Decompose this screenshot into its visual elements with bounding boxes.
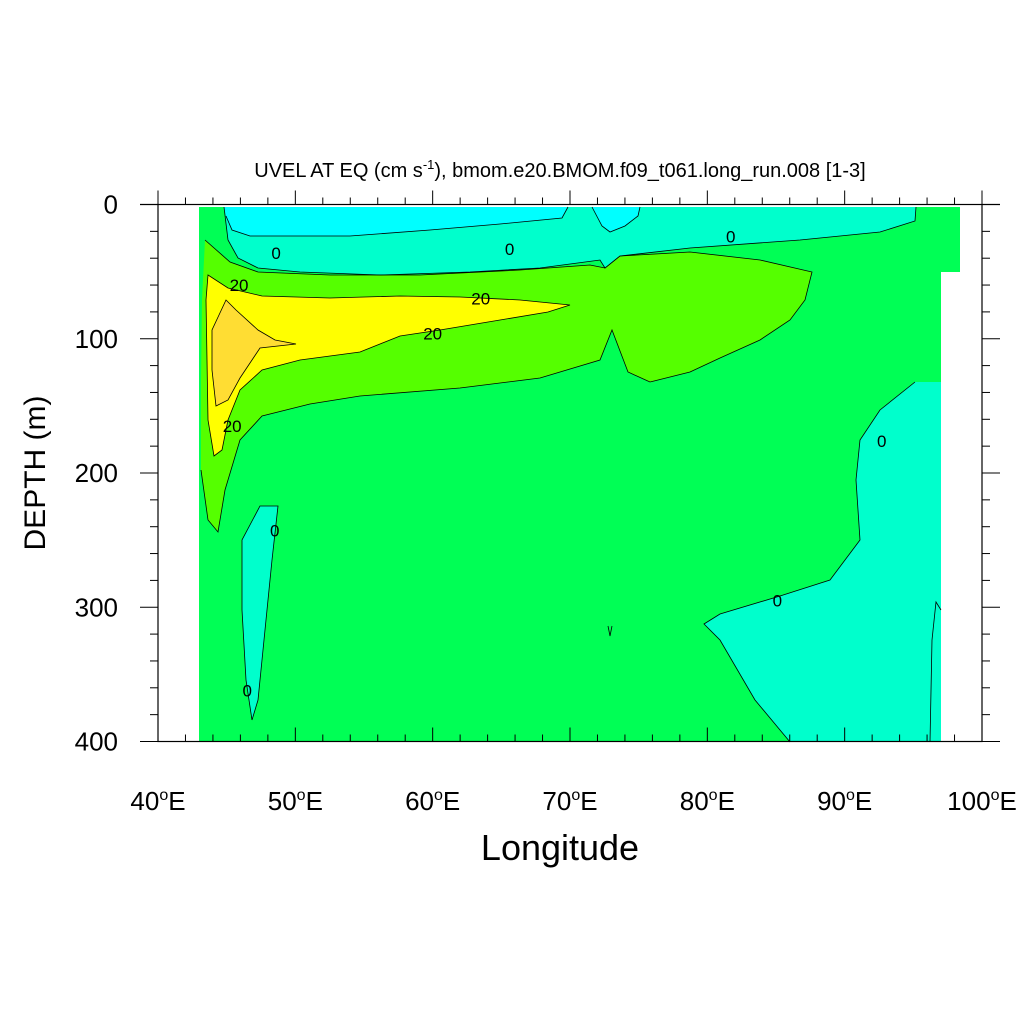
white-mask-left [158,205,198,742]
contour-line-top-minus10-right [591,206,641,233]
fill-minus10-to-0-east [704,382,941,742]
x-axis-ticks: 40oE 50oE 60oE 70oE 80oE 90oE 100oE [130,190,1017,816]
contour-label: 20 [471,289,490,308]
x-tick-label: 40oE [130,786,185,816]
contour-label: 0 [270,522,279,541]
y-tick-label: 300 [75,592,118,622]
y-tick-label: 100 [75,324,118,354]
contour-label: 20 [423,324,442,343]
x-tick-label: 100oE [947,786,1017,816]
x-tick-label: 70oE [542,786,597,816]
fill-below-minus10-top [224,207,568,236]
white-mask-right [961,205,982,742]
contour-line-top-0 [223,206,917,276]
contour-label: 20 [223,417,242,436]
fill-minus10-to-0-west [242,506,278,720]
x-axis-title: Longitude [481,827,639,868]
white-masks [158,205,982,742]
x-tick-label: 90oE [817,786,872,816]
y-tick-label: 400 [75,727,118,757]
contour-label: 20 [230,276,249,295]
contour-label: 0 [877,432,886,451]
contour-label: 0 [505,240,514,259]
contour-line-west-0 [241,505,279,721]
contour-label: 0 [726,228,735,247]
x-tick-label: 60oE [405,786,460,816]
fill-below-minus10-top-right [592,207,640,232]
contour-line-east-0 [703,381,916,743]
contour-line-20 [205,274,571,457]
y-tick-label: 200 [75,458,118,488]
contour-line-top-minus10 [225,206,569,237]
contour-labels: 0 0 0 20 20 20 20 0 0 0 0 [223,228,887,701]
contour-line-east-inner [929,600,942,743]
contour-line-30 [211,299,297,407]
contour-line-10 [200,239,813,533]
x-tick-label: 80oE [680,786,735,816]
contour-label: 0 [773,592,782,611]
contour-lines [200,206,942,743]
chart-title: UVEL AT EQ (cm s-1), bmom.e20.BMOM.f09_t… [254,157,865,182]
y-axis-title: DEPTH (m) [19,396,52,551]
y-tick-label: 0 [104,190,118,220]
fill-above-30 [212,300,296,406]
contour-label: 0 [243,681,252,700]
contour-fill-regions [199,207,960,742]
fill-20-to-30 [206,275,570,456]
contour-label: 0 [271,244,280,263]
contour-small-feature [607,625,613,637]
x-tick-label: 50oE [268,786,323,816]
